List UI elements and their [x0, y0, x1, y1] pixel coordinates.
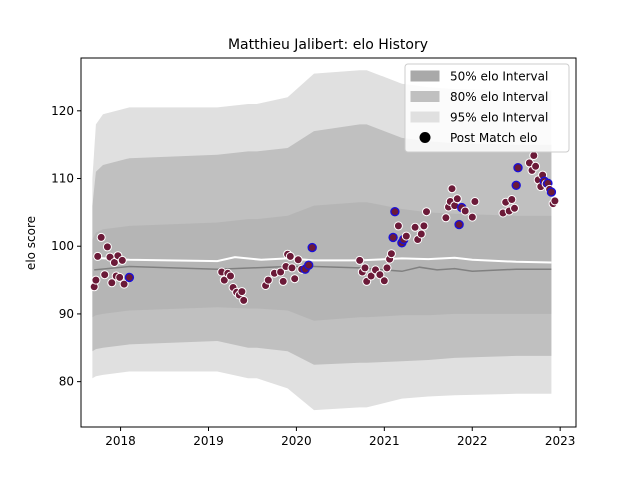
- plot-area: [89, 70, 560, 411]
- post-match-marker: [550, 196, 560, 206]
- legend-band-swatch: [410, 70, 440, 82]
- post-match-marker: [375, 270, 385, 280]
- x-axis: 2018 2019 2020 2021 2022 2023: [105, 427, 575, 448]
- interval-bands: [92, 70, 552, 411]
- post-match-marker: [390, 206, 400, 217]
- post-match-marker: [117, 255, 127, 265]
- post-match-marker: [226, 271, 235, 281]
- post-match-marker: [307, 242, 317, 253]
- post-match-marker: [96, 232, 106, 242]
- post-match-marker: [419, 221, 429, 231]
- post-match-marker: [290, 274, 300, 284]
- post-match-marker: [382, 263, 392, 273]
- legend-band-swatch: [410, 111, 440, 123]
- post-match-marker: [447, 184, 457, 194]
- legend-band-swatch: [410, 91, 440, 102]
- post-match-marker: [93, 251, 103, 261]
- post-match-marker: [107, 278, 117, 288]
- y-tick-label: 100: [51, 239, 74, 253]
- post-match-marker: [454, 219, 464, 230]
- post-match-marker: [452, 194, 462, 204]
- post-match-marker: [278, 276, 288, 286]
- x-tick-label: 2020: [281, 434, 312, 448]
- post-match-marker: [293, 255, 303, 265]
- post-match-marker: [239, 295, 249, 305]
- post-match-marker: [124, 272, 135, 283]
- x-tick-label: 2018: [105, 434, 136, 448]
- band-50: [92, 202, 552, 321]
- post-match-marker: [386, 249, 396, 259]
- post-match-marker: [263, 275, 273, 285]
- legend-label: 80% elo Interval: [450, 90, 548, 104]
- post-match-marker: [287, 263, 297, 273]
- y-tick-label: 120: [51, 104, 74, 118]
- post-match-marker: [401, 231, 411, 241]
- post-match-marker: [379, 276, 389, 286]
- post-match-marker: [470, 197, 480, 206]
- post-match-marker: [510, 203, 519, 213]
- post-match-marker: [237, 287, 247, 297]
- x-tick-label: 2021: [369, 434, 400, 448]
- post-match-marker: [467, 212, 477, 222]
- post-match-marker: [422, 207, 431, 217]
- post-match-marker: [460, 206, 470, 216]
- post-match-marker: [100, 270, 110, 280]
- post-match-marker: [366, 271, 376, 281]
- post-match-markers: [89, 151, 560, 305]
- post-match-marker: [91, 275, 101, 285]
- legend-label: Post Match elo: [450, 131, 537, 145]
- post-match-marker: [531, 161, 541, 171]
- post-match-marker: [115, 272, 125, 282]
- post-match-marker: [285, 251, 295, 261]
- post-match-marker: [304, 260, 314, 270]
- legend-box: [404, 63, 570, 153]
- chart-title: Matthieu Jalibert: elo History: [228, 37, 428, 53]
- y-tick-label: 80: [59, 375, 74, 389]
- band-80: [92, 124, 552, 365]
- post-match-marker: [511, 180, 521, 191]
- y-axis: 80 90 100 110 120: [51, 104, 81, 389]
- mean-elo-line: [94, 256, 552, 264]
- post-match-marker: [102, 242, 112, 252]
- y-axis-label: elo score: [24, 216, 38, 270]
- legend-label: 95% elo Interval: [450, 111, 548, 125]
- x-tick-label: 2022: [457, 434, 488, 448]
- post-match-marker: [441, 213, 451, 223]
- post-match-marker: [416, 229, 426, 239]
- legend-label: 50% elo Interval: [450, 70, 548, 84]
- post-match-marker: [276, 267, 286, 277]
- post-match-marker: [507, 195, 517, 204]
- legend: 50% elo Interval 80% elo Interval 95% elo …: [404, 63, 570, 153]
- x-tick-label: 2019: [193, 434, 224, 448]
- x-tick-label: 2023: [545, 434, 576, 448]
- post-match-marker: [388, 232, 398, 243]
- post-match-marker: [119, 279, 129, 289]
- post-match-marker: [393, 221, 403, 231]
- post-match-marker: [355, 255, 365, 265]
- legend-marker-swatch: [419, 132, 431, 143]
- post-match-marker: [410, 222, 420, 232]
- y-tick-label: 90: [59, 307, 74, 321]
- post-match-marker: [513, 162, 523, 173]
- y-tick-label: 110: [51, 172, 74, 186]
- post-match-marker: [529, 151, 539, 160]
- post-match-marker: [360, 263, 370, 273]
- axes-frame: [80, 57, 577, 428]
- post-match-marker: [546, 187, 557, 197]
